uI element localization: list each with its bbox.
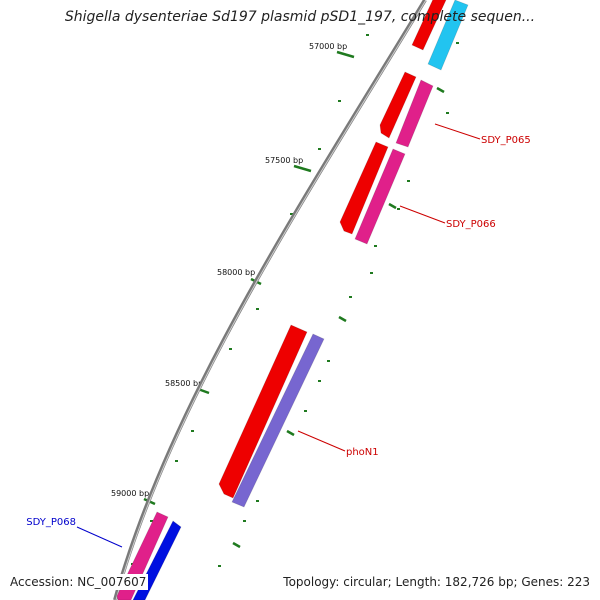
gene-label-sdy_p066[interactable]: SDY_P066 <box>446 219 496 230</box>
inner-tick <box>286 429 295 437</box>
major-tick <box>293 164 312 173</box>
gene-arrow-cyan[interactable] <box>427 0 469 71</box>
inner-tick-dot <box>304 410 307 412</box>
leader-line <box>434 123 481 140</box>
inner-tick-dot <box>243 520 246 522</box>
minor-tick-dot <box>256 308 259 310</box>
gene-arrow-sdy-p065[interactable] <box>379 71 417 139</box>
tick-label: 59000 bp <box>111 489 149 498</box>
tick-label: 57000 bp <box>309 42 347 51</box>
inner-tick-dot <box>218 565 221 567</box>
inner-tick-dot <box>370 272 373 274</box>
gene-label-sdy_p068[interactable]: SDY_P068 <box>26 517 76 528</box>
inner-tick <box>436 86 445 94</box>
gene-arrow-sdy-p066[interactable] <box>339 141 389 235</box>
map-title: Shigella dysenteriae Sd197 plasmid pSD1_… <box>64 9 536 25</box>
inner-tick <box>388 202 397 210</box>
gene-arrow-phon1[interactable] <box>218 324 308 499</box>
gene-arrow-top-red[interactable] <box>411 0 447 51</box>
tick-label: 58000 bp <box>217 268 255 277</box>
topology-stats-text: Topology: circular; Length: 182,726 bp; … <box>281 574 592 590</box>
tick-label: 57500 bp <box>265 156 303 165</box>
tick-label: 58500 bp <box>165 379 203 388</box>
inner-tick-dot <box>374 245 377 247</box>
leader-line <box>399 205 446 224</box>
inner-tick-dot <box>456 42 459 44</box>
minor-tick-dot <box>191 430 194 432</box>
leader-line <box>76 526 123 548</box>
label-leader-lines <box>76 123 481 548</box>
minor-tick-dot <box>229 348 232 350</box>
accession-text: Accession: NC_007607 <box>8 574 149 590</box>
inner-tick-dot <box>446 112 449 114</box>
minor-tick-dot <box>175 460 178 462</box>
gene-arrow-magenta-1[interactable] <box>395 79 434 148</box>
inner-tick-dot <box>256 500 259 502</box>
gene-arrow-purple[interactable] <box>231 333 325 508</box>
major-tick <box>336 50 355 59</box>
gene-label-sdy_p065[interactable]: SDY_P065 <box>481 135 531 146</box>
gene-arrow-magenta-2[interactable] <box>354 148 406 245</box>
inner-tick <box>232 541 241 549</box>
inner-tick <box>338 315 347 323</box>
inner-tick-dot <box>397 208 400 210</box>
minor-tick-dot <box>318 148 321 150</box>
backbone-highlight <box>115 0 427 600</box>
inner-tick-dot <box>349 296 352 298</box>
leader-line <box>297 430 346 452</box>
minor-tick-dot <box>338 100 341 102</box>
inner-tick-dot <box>327 360 330 362</box>
gene-features <box>116 0 469 600</box>
inner-tick-dot <box>318 380 321 382</box>
inner-tick-dot <box>407 180 410 182</box>
gene-label-phon1[interactable]: phoN1 <box>346 447 379 458</box>
minor-tick-dot <box>290 213 293 215</box>
minor-tick-dot <box>366 34 369 36</box>
plasmid-backbone <box>113 0 427 600</box>
minor-tick-dot <box>150 520 153 522</box>
